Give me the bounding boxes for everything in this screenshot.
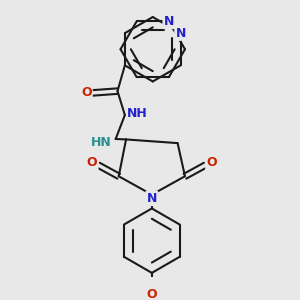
Text: N: N — [176, 27, 186, 40]
Text: NH: NH — [128, 107, 148, 120]
Text: N: N — [147, 192, 157, 205]
Text: N: N — [164, 15, 174, 28]
Text: O: O — [87, 156, 97, 169]
Text: O: O — [81, 86, 92, 100]
Text: O: O — [146, 289, 157, 300]
Text: HN: HN — [91, 136, 111, 149]
Text: O: O — [206, 156, 217, 169]
